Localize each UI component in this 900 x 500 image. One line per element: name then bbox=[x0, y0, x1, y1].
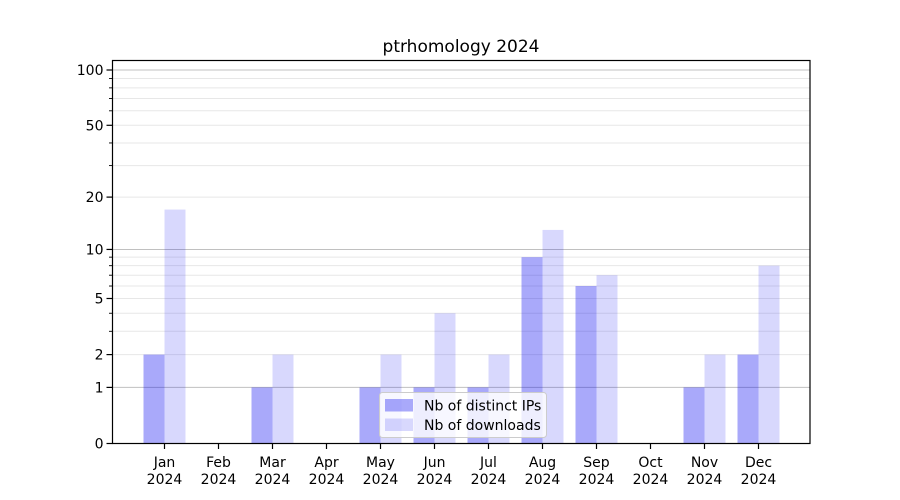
y-tick-label: 1 bbox=[95, 380, 104, 396]
axes bbox=[106, 59, 811, 449]
x-tick-label-year: 2024 bbox=[633, 472, 669, 488]
bar-downloads-sep bbox=[596, 275, 618, 444]
y-tick-label: 10 bbox=[86, 242, 104, 258]
legend-label-downloads: Nb of downloads bbox=[424, 418, 541, 434]
x-axis-labels: Jan2024Feb2024Mar2024Apr2024May2024Jun20… bbox=[147, 455, 777, 488]
x-tick-label-month: Nov bbox=[691, 455, 718, 471]
y-tick-label: 20 bbox=[86, 190, 104, 206]
gridlines bbox=[112, 69, 810, 388]
bar-downloads-jan bbox=[164, 209, 186, 444]
bar-downloads-dec bbox=[758, 265, 780, 444]
bar-downloads-aug bbox=[542, 229, 564, 444]
y-axis-labels: 0 1 2 5 10 20 50 100 bbox=[77, 63, 104, 453]
x-tick-label-year: 2024 bbox=[471, 472, 507, 488]
x-tick-label-year: 2024 bbox=[363, 472, 399, 488]
x-tick-label-year: 2024 bbox=[579, 472, 615, 488]
bar-distinct-ips-sep bbox=[575, 286, 597, 444]
bar-downloads-mar bbox=[272, 354, 294, 444]
x-tick-label-month: Aug bbox=[529, 455, 556, 471]
x-tick-label-month: Jul bbox=[479, 455, 497, 471]
x-tick-label-month: Oct bbox=[638, 455, 663, 471]
bar-distinct-ips-jan bbox=[143, 354, 165, 444]
x-tick-label-year: 2024 bbox=[147, 472, 183, 488]
y-tick-label: 100 bbox=[77, 63, 104, 79]
y-tick-label: 50 bbox=[86, 118, 104, 134]
legend: Nb of distinct IPs Nb of downloads bbox=[379, 392, 547, 438]
x-tick-label-year: 2024 bbox=[525, 472, 561, 488]
bar-distinct-ips-mar bbox=[251, 387, 273, 444]
plot-frame bbox=[111, 59, 811, 445]
chart-title: ptrhomology 2024 bbox=[383, 37, 540, 57]
y-tick-label: 2 bbox=[95, 348, 104, 364]
x-tick-label-month: Mar bbox=[259, 455, 286, 471]
x-tick-label-year: 2024 bbox=[309, 472, 345, 488]
y-tick-label: 5 bbox=[95, 291, 104, 307]
x-tick-label-month: Feb bbox=[206, 455, 231, 471]
x-tick-label-month: Jun bbox=[423, 455, 446, 471]
legend-label-distinct-ips: Nb of distinct IPs bbox=[424, 399, 541, 415]
x-tick-label-year: 2024 bbox=[417, 472, 453, 488]
x-tick-label-month: Dec bbox=[745, 455, 772, 471]
bar-downloads-nov bbox=[704, 354, 726, 444]
x-tick-label-month: Sep bbox=[583, 455, 610, 471]
x-tick-label-year: 2024 bbox=[741, 472, 777, 488]
legend-swatch-downloads bbox=[385, 418, 413, 431]
x-tick-label-month: Apr bbox=[314, 455, 338, 471]
legend-swatch-distinct-ips bbox=[385, 399, 413, 412]
x-tick-label-year: 2024 bbox=[687, 472, 723, 488]
x-tick-label-year: 2024 bbox=[255, 472, 291, 488]
bar-distinct-ips-may bbox=[359, 387, 381, 444]
bar-distinct-ips-dec bbox=[737, 354, 759, 444]
legend-box bbox=[379, 392, 547, 438]
bar-distinct-ips-nov bbox=[683, 387, 705, 444]
y-tick-label: 0 bbox=[95, 437, 104, 453]
x-tick-label-month: May bbox=[366, 455, 395, 471]
x-tick-label-month: Jan bbox=[153, 455, 176, 471]
x-tick-label-year: 2024 bbox=[201, 472, 237, 488]
